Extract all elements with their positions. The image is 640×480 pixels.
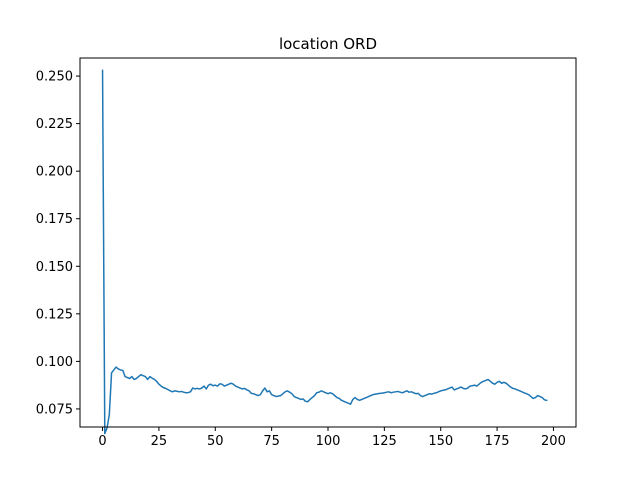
y-tick-label: 0.250 — [36, 70, 73, 85]
plot-area — [101, 69, 548, 435]
x-tick-label: 175 — [485, 434, 510, 449]
y-tick-label: 0.125 — [36, 307, 73, 322]
x-tick-label: 25 — [151, 434, 168, 449]
chart-title: location ORD — [279, 35, 377, 53]
x-tick-label: 0 — [98, 434, 106, 449]
x-tick-label: 150 — [428, 434, 453, 449]
y-tick-label: 0.225 — [36, 117, 73, 132]
axes-frame — [79, 57, 577, 428]
y-tick-label: 0.175 — [36, 212, 73, 227]
y-tick-label: 0.075 — [36, 402, 73, 417]
x-tick-label: 100 — [316, 434, 341, 449]
y-axis: 0.075 0.100 0.125 0.150 0.175 0.200 0.225 0.250 — [36, 70, 80, 417]
x-tick-label: 200 — [541, 434, 566, 449]
y-tick-label: 0.200 — [36, 165, 73, 180]
series-line — [101, 69, 548, 435]
x-tick-label: 75 — [263, 434, 280, 449]
x-axis: 0 25 50 75 100 125 150 175 200 — [98, 427, 566, 449]
y-tick-label: 0.100 — [36, 355, 73, 370]
x-tick-label: 125 — [372, 434, 397, 449]
y-tick-label: 0.150 — [36, 260, 73, 275]
x-tick-label: 50 — [207, 434, 224, 449]
